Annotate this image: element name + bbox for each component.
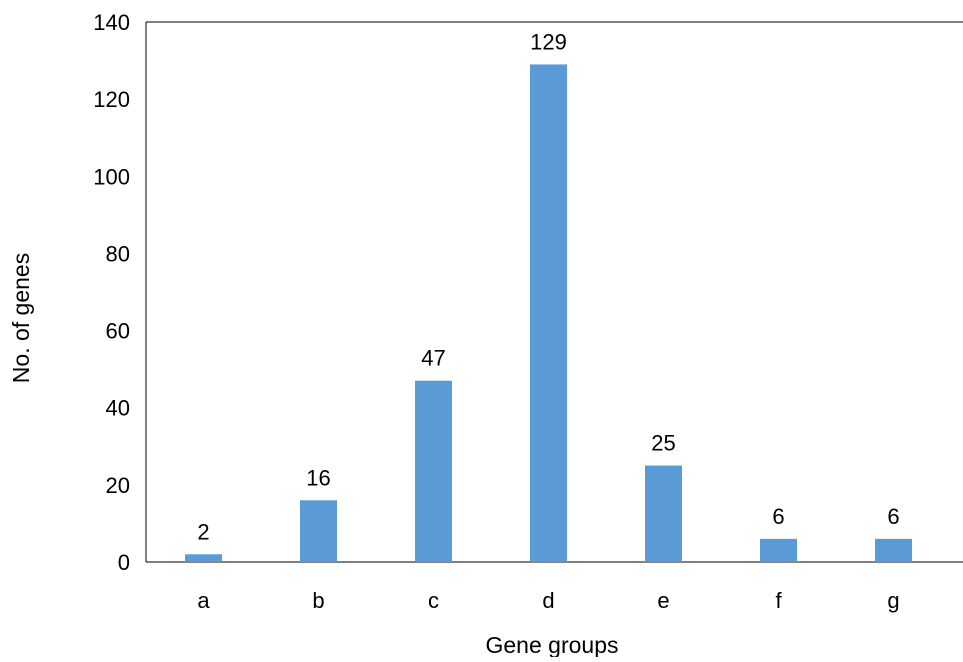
y-tick-label: 80 <box>106 241 130 266</box>
bar-a <box>185 554 222 562</box>
bar-c <box>415 380 452 562</box>
data-label-b: 16 <box>306 465 330 490</box>
x-tick-label-c: c <box>428 588 439 613</box>
bar-e <box>645 465 682 562</box>
bar-f <box>760 538 797 562</box>
data-label-c: 47 <box>421 346 445 371</box>
bar-b <box>300 500 337 562</box>
bar-d <box>530 64 567 562</box>
data-label-d: 129 <box>530 29 567 54</box>
bar-g <box>875 538 912 562</box>
data-label-f: 6 <box>772 504 784 529</box>
x-axis-title: Gene groups <box>486 632 619 657</box>
x-axis-tick-labels: a b c d e f g <box>197 588 899 613</box>
data-label-g: 6 <box>887 504 899 529</box>
y-axis-title: No. of genes <box>8 253 34 383</box>
y-tick-label: 60 <box>106 319 130 344</box>
x-tick-label-b: b <box>312 588 324 613</box>
y-tick-label: 20 <box>106 473 130 498</box>
bars-group <box>185 64 912 562</box>
x-tick-label-g: g <box>887 588 899 613</box>
data-labels-group: 2 16 47 129 25 6 6 <box>197 29 899 544</box>
y-tick-label: 0 <box>118 550 130 575</box>
y-tick-label: 120 <box>93 87 130 112</box>
x-tick-label-e: e <box>657 588 669 613</box>
data-label-a: 2 <box>197 519 209 544</box>
y-axis-tick-labels: 0 20 40 60 80 100 120 140 <box>93 10 130 575</box>
x-tick-label-f: f <box>775 588 782 613</box>
y-tick-label: 140 <box>93 10 130 35</box>
x-tick-label-d: d <box>542 588 554 613</box>
y-tick-label: 40 <box>106 396 130 421</box>
x-tick-label-a: a <box>197 588 210 613</box>
data-label-e: 25 <box>651 431 675 456</box>
y-tick-label: 100 <box>93 164 130 189</box>
